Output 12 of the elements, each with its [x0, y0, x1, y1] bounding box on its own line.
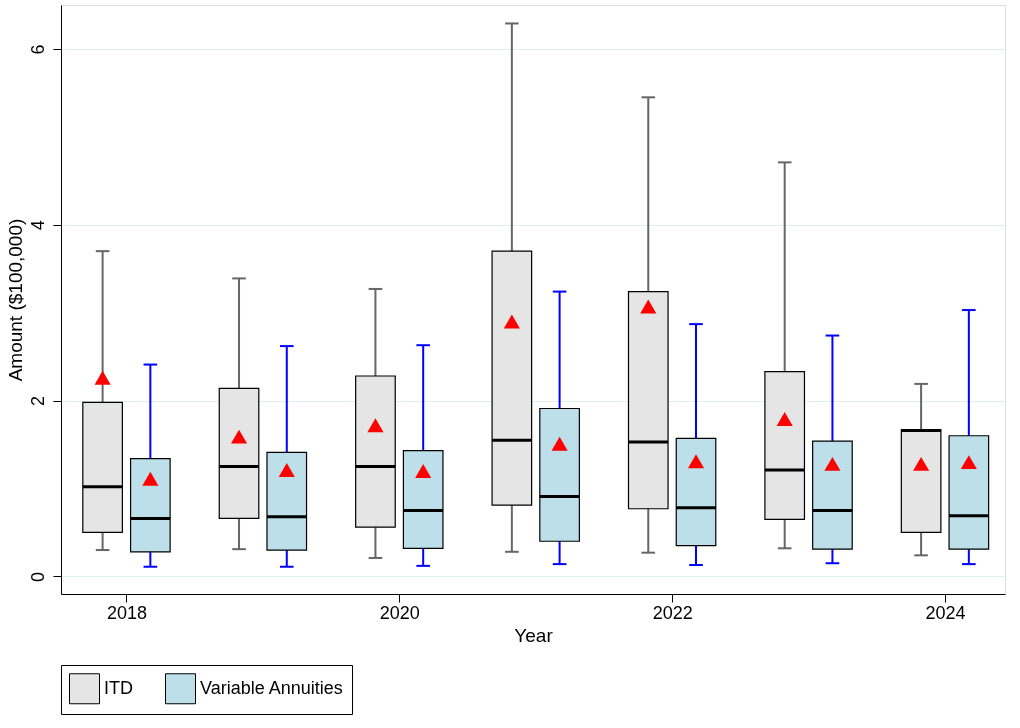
legend-label: Variable Annuities	[200, 677, 343, 698]
x-tick-label: 2020	[379, 602, 420, 623]
x-tick-label: 2018	[106, 602, 147, 623]
x-tick-label: 2024	[925, 602, 966, 623]
x-tick-label: 2022	[652, 602, 693, 623]
y-tick-label: 2	[27, 396, 48, 407]
x-axis-title: Year	[514, 624, 554, 646]
y-tick-label: 6	[27, 44, 48, 55]
y-tick-label: 4	[27, 220, 48, 231]
y-tick-label: 0	[27, 571, 48, 582]
y-axis-title: Amount ($100,000)	[4, 218, 26, 382]
legend-label: ITD	[104, 677, 133, 698]
